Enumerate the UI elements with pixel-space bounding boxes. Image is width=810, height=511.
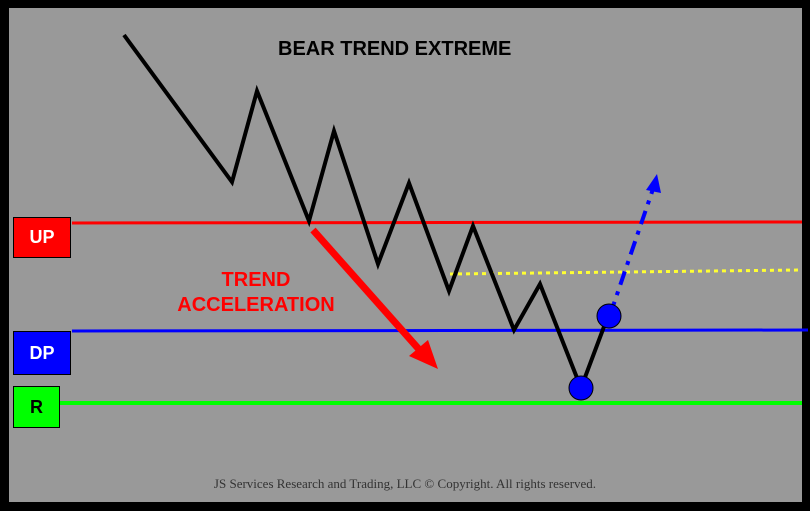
r-level-label: R (13, 386, 60, 428)
diagram-title: BEAR TREND EXTREME (278, 38, 512, 60)
dp-level-line (71, 328, 809, 333)
dp-level-label: DP (13, 331, 71, 375)
up-level-label: UP (13, 217, 71, 258)
low-marker-dot (568, 375, 594, 401)
annotation-line-2: ACCELERATION (177, 294, 335, 316)
projection-arrow-head (646, 174, 661, 193)
trend-acceleration-label: TREND ACCELERATION (168, 268, 344, 318)
diagram-panel (9, 8, 802, 502)
price-zigzag-line (122, 33, 610, 394)
copyright-footer: JS Services Research and Trading, LLC © … (213, 476, 597, 491)
acceleration-arrow-head (409, 340, 438, 369)
annotation-line-1: TREND (221, 269, 291, 291)
breakout-marker-dot (596, 303, 622, 329)
dotted-level-line (449, 268, 801, 276)
acceleration-arrow-shaft (310, 227, 427, 358)
projection-arrow-shaft (608, 185, 656, 316)
up-level-line (71, 220, 803, 225)
